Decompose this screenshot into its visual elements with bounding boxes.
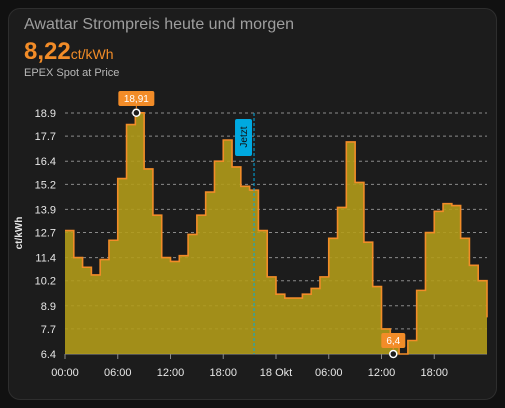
now-label: Jetzt (239, 126, 250, 147)
y-tick-label: 18.9 (35, 108, 56, 120)
current-price: 8,22ct/kWh (24, 38, 114, 66)
y-tick-label: 6.4 (41, 349, 56, 361)
y-axis-label: ct/kWh (14, 217, 25, 250)
card-subtitle: EPEX Spot at Price (24, 67, 120, 79)
x-tick-label: 18:00 (420, 367, 448, 379)
y-axis: 6.4 7.7 8.9 10.2 11.4 12.7 13.9 15.2 16.4 17.7 18.… (35, 108, 56, 361)
y-tick-label: 11.4 (35, 253, 56, 265)
x-tick-label: 18 Okt (260, 367, 292, 379)
min-point (389, 349, 398, 359)
x-tick-label: 12:00 (157, 367, 185, 379)
y-tick-label: 12.7 (35, 228, 56, 240)
y-tick-label: 17.7 (35, 131, 56, 143)
chart-markers: Jetzt 18,91 6,4 (118, 91, 406, 359)
card-title: Awattar Strompreis heute und morgen (24, 16, 295, 33)
x-tick-label: 12:00 (368, 367, 396, 379)
y-tick-label: 10.2 (35, 276, 56, 288)
min-badge (381, 333, 406, 348)
y-tick-label: 13.9 (35, 204, 56, 216)
max-badge (118, 91, 155, 106)
price-area (65, 112, 487, 355)
y-tick-label: 16.4 (35, 156, 56, 168)
current-price-value: 8,22 (24, 38, 71, 65)
y-tick-label: 7.7 (41, 324, 56, 336)
max-label: 18,91 (124, 94, 149, 105)
now-badge (235, 119, 253, 156)
x-axis: 00:00 06:00 12:00 18:00 18 Okt 06:00 12:00 18:0… (51, 353, 487, 379)
x-tick-label: 06:00 (315, 367, 343, 379)
x-tick-label: 06:00 (104, 367, 132, 379)
current-price-unit: ct/kWh (70, 46, 114, 62)
y-tick-label: 8.9 (41, 301, 56, 313)
max-point (132, 108, 141, 118)
min-label: 6,4 (386, 336, 400, 347)
x-tick-label: 18:00 (209, 367, 237, 379)
y-tick-label: 15.2 (35, 179, 56, 191)
x-tick-label: 00:00 (51, 367, 79, 379)
